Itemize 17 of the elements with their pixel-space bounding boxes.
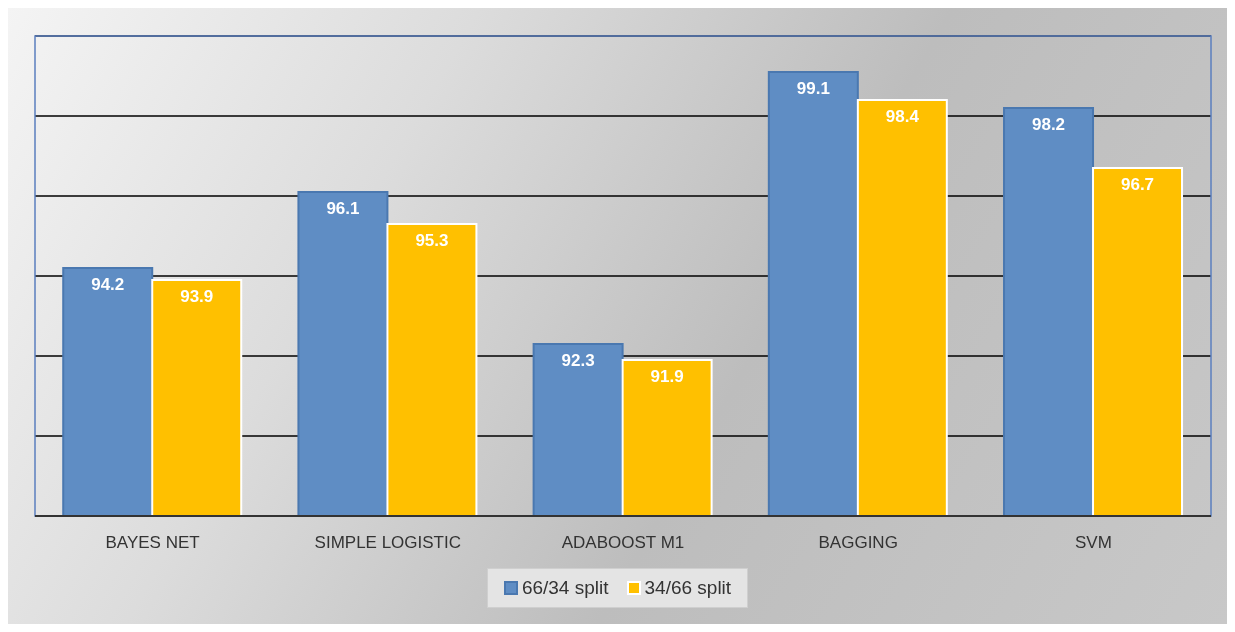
data-label: 94.2	[91, 275, 125, 295]
legend-label: 34/66 split	[644, 577, 732, 599]
x-tick-label: SVM	[1074, 533, 1112, 553]
data-label: 98.2	[1031, 115, 1066, 135]
data-label: 92.3	[561, 351, 595, 371]
data-label: 96.1	[326, 199, 360, 219]
data-label: 91.9	[650, 367, 684, 387]
data-label: 96.7	[1120, 175, 1155, 195]
data-label: 98.4	[885, 107, 920, 127]
x-tick-label: SIMPLE LOGISTIC	[314, 533, 462, 553]
data-label: 99.1	[796, 79, 830, 99]
legend-label: 66/34 split	[521, 577, 609, 599]
data-label: 95.3	[415, 231, 449, 251]
x-tick-label: ADABOOST M1	[561, 533, 685, 553]
data-label: 93.9	[180, 287, 214, 307]
x-tick-label: BAGGING	[818, 533, 898, 553]
x-tick-label: BAYES NET	[105, 533, 200, 553]
